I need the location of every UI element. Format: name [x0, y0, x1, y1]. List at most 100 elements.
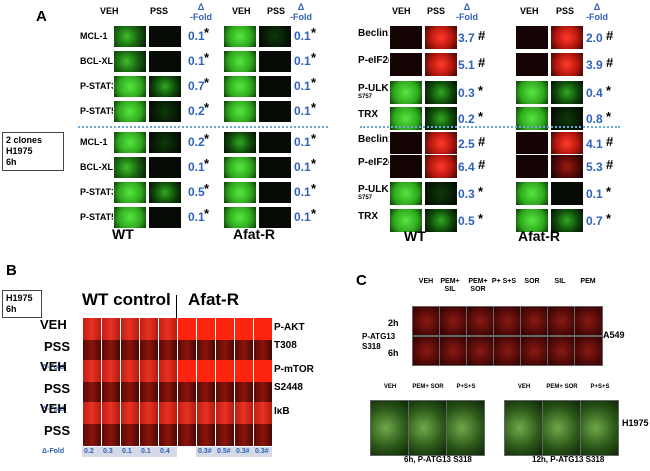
c-right-col-header: P+S+S — [590, 384, 610, 390]
a-left-afat-fold-header: Δ -Fold — [290, 2, 312, 22]
blot-cell — [424, 25, 458, 50]
fold-value: 0.3 — [458, 86, 475, 100]
a-right-divider — [360, 126, 620, 128]
fold-value: 0.1 — [141, 448, 151, 455]
a-right-afat-veh-header: VEH — [520, 6, 539, 16]
row-name: P-eIF2α — [358, 55, 395, 66]
panel-a-condition-box: 2 clones H1975 6h — [2, 132, 64, 171]
blot-lane — [253, 360, 272, 382]
blot-cell — [389, 80, 423, 105]
header-text: PEM+ SOR — [468, 278, 488, 293]
blot-cell — [113, 50, 147, 73]
blot-lane — [82, 360, 101, 382]
blot-lane — [158, 382, 177, 404]
blot-cell — [574, 336, 603, 366]
c-column-header: VEH — [412, 278, 440, 286]
blot-lane — [101, 424, 120, 446]
c-column-header: SOR — [518, 278, 546, 286]
a-right-row-label: P-eIF2α — [358, 55, 395, 66]
c-column-header: PEM+ SIL — [436, 278, 464, 294]
fold-bar — [215, 447, 234, 457]
fold-bar — [82, 447, 101, 457]
blot-lane — [177, 340, 196, 362]
blot-lane — [82, 402, 101, 424]
b-protein-label: P-AKT — [274, 322, 305, 333]
blot-cell — [113, 131, 147, 154]
blot-lane — [120, 402, 139, 424]
fold-value: 3.9 — [586, 58, 603, 72]
row-site: S757 — [358, 195, 373, 201]
fold-value: 0.5 — [188, 185, 205, 199]
significance-mark: * — [311, 25, 317, 40]
blot-cell — [550, 208, 584, 233]
significance-mark: * — [204, 25, 210, 40]
significance-mark: * — [311, 131, 317, 146]
c-column-header: PEM+ SOR — [464, 278, 492, 294]
fold-value: 0.1 — [122, 448, 132, 455]
a-right-row-label: Beclin1 — [358, 29, 394, 39]
blot-lane — [253, 340, 272, 362]
micro-image — [370, 400, 409, 456]
blot-cell — [550, 25, 584, 50]
blot-cell — [258, 206, 292, 229]
significance-mark: * — [311, 181, 317, 196]
blot-cell — [424, 181, 458, 206]
box-line-1: 2 clones — [6, 135, 43, 145]
a-left-row-label: MCL-1 — [80, 31, 108, 41]
blot-lane — [215, 402, 234, 424]
blot-cell — [113, 206, 147, 229]
blot-lane — [215, 318, 234, 340]
fold-bar — [120, 447, 139, 457]
a-right-afat-label: Afat-R — [518, 228, 560, 244]
b-fold-label: Δ-Fold — [42, 364, 65, 371]
a-left-row-label: P-STAT3 — [80, 81, 117, 91]
significance-mark: # — [606, 134, 614, 149]
fold-value: 0.7 — [586, 214, 603, 228]
blot-lane — [101, 340, 120, 362]
blot-cell — [258, 181, 292, 204]
significance-mark: * — [606, 83, 612, 98]
blot-cell — [223, 100, 257, 123]
significance-mark: * — [204, 75, 210, 90]
b-afat-title: Afat-R — [188, 290, 239, 309]
blot-cell — [424, 80, 458, 105]
fold-bar — [139, 447, 158, 457]
significance-mark: # — [478, 55, 486, 70]
fold-value: 0.1 — [294, 135, 311, 149]
blot-cell — [258, 131, 292, 154]
blot-lane — [139, 382, 158, 404]
blot-lane — [196, 318, 215, 340]
blot-cell — [547, 306, 576, 336]
box-line-3: 6h — [6, 157, 17, 167]
panel-b-condition-box: H1975 6h — [2, 290, 42, 318]
a-right-row-label: TRX — [358, 110, 378, 120]
blot-lane — [253, 318, 272, 340]
blot-cell — [515, 80, 549, 105]
c-row-label: P-ATG13 S318 — [362, 332, 396, 351]
blot-cell — [113, 75, 147, 98]
blot-lane — [139, 360, 158, 382]
blot-cell — [520, 306, 549, 336]
blot-cell — [223, 75, 257, 98]
blot-lane — [177, 424, 196, 446]
blot-cell — [258, 25, 292, 48]
fold-value: 0.3# — [236, 448, 250, 455]
a-left-row-label: BCL-XL — [80, 162, 113, 172]
significance-mark: * — [204, 156, 210, 171]
blot-lane — [196, 340, 215, 362]
blot-lane — [177, 360, 196, 382]
fold-bar — [253, 447, 272, 457]
c-left-col-header: P+S+S — [456, 384, 476, 390]
a-right-row-label: Beclin1 — [358, 135, 394, 145]
row-site: S757 — [358, 94, 373, 100]
b-pss-label: PSS — [44, 423, 71, 438]
blot-cell — [223, 25, 257, 48]
blot-cell — [515, 208, 549, 233]
significance-mark: # — [478, 134, 486, 149]
blot-lane — [158, 318, 177, 340]
header-text: SIL — [554, 278, 566, 285]
b-protein-label: P-mTOR — [274, 364, 314, 375]
a-right-wt-pss-header: PSS — [427, 6, 446, 16]
blot-cell — [424, 131, 458, 156]
header-text: P+ S+S — [491, 278, 517, 285]
